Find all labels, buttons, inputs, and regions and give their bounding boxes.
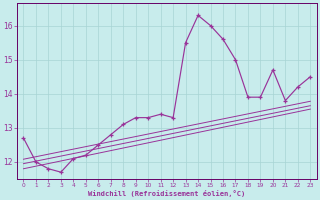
X-axis label: Windchill (Refroidissement éolien,°C): Windchill (Refroidissement éolien,°C) [88,190,245,197]
